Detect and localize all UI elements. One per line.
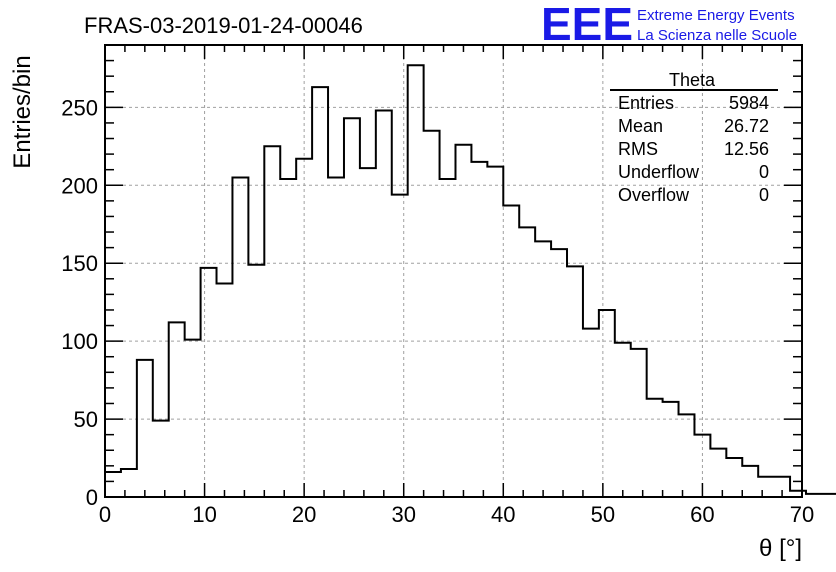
y-axis-label: Entries/bin — [9, 55, 36, 168]
histogram-bin — [296, 159, 312, 497]
histogram-bin — [408, 65, 424, 497]
stats-label: Overflow — [618, 185, 690, 205]
axis-ticks — [104, 44, 803, 498]
histogram-bin — [567, 266, 583, 497]
stats-row: Mean 26.72 — [618, 116, 769, 136]
histogram-bin — [344, 118, 360, 497]
stats-row: Underflow 0 — [618, 162, 769, 182]
histogram-bin — [631, 349, 647, 497]
histogram-bin — [264, 146, 280, 497]
stats-row: RMS 12.56 — [618, 139, 769, 159]
histogram-bin — [679, 414, 695, 497]
y-tick-label: 150 — [61, 251, 98, 276]
x-tick-label: 40 — [491, 502, 515, 527]
histogram-bin — [392, 195, 408, 497]
histogram-bin — [710, 449, 726, 497]
histogram-bin — [169, 322, 185, 497]
stats-label: Mean — [618, 116, 663, 136]
histogram-outline — [104, 64, 836, 497]
histogram-bin — [185, 340, 201, 497]
histogram-bin — [248, 265, 264, 497]
stats-title: Theta — [669, 70, 716, 90]
y-tick-label: 100 — [61, 329, 98, 354]
histogram-bin — [312, 87, 328, 497]
stats-value: 0 — [759, 185, 769, 205]
histogram-bin — [519, 227, 535, 497]
histogram-bin — [217, 283, 233, 497]
histogram-bin — [153, 421, 169, 497]
histogram-bin — [376, 110, 392, 497]
y-tick-label: 50 — [74, 407, 98, 432]
histogram-bin — [424, 131, 440, 497]
histogram-bin — [742, 466, 758, 497]
stats-box: Theta Entries 5984 Mean 26.72 RMS 12.56 … — [610, 70, 778, 205]
histogram-bin — [599, 310, 615, 497]
histogram-bin — [806, 494, 822, 497]
histogram-bin — [503, 206, 519, 497]
histogram-bin — [105, 472, 121, 497]
histogram-bin — [647, 399, 663, 497]
histogram-bin — [663, 402, 679, 497]
x-tick-label: 50 — [591, 502, 615, 527]
y-tick-label: 200 — [61, 173, 98, 198]
logo-line-1: Extreme Energy Events — [637, 7, 795, 24]
stats-label: Underflow — [618, 162, 700, 182]
histogram-series — [104, 64, 836, 497]
x-axis-label: θ [°] — [759, 535, 802, 562]
histogram-bin — [726, 458, 742, 497]
x-tick-label: 10 — [192, 502, 216, 527]
histogram-bin — [455, 145, 471, 497]
x-tick-label: 70 — [790, 502, 814, 527]
histogram-bin — [137, 360, 153, 497]
x-tick-label: 0 — [99, 502, 111, 527]
histogram-bin — [615, 343, 631, 497]
stats-row: Overflow 0 — [618, 185, 769, 205]
stats-value: 0 — [759, 162, 769, 182]
histogram-bin — [201, 268, 217, 497]
histogram-bin — [280, 179, 296, 497]
histogram-bin — [535, 241, 551, 497]
run-title: FRAS-03-2019-01-24-00046 — [84, 13, 363, 38]
stats-value: 5984 — [729, 93, 769, 113]
histogram-bin — [822, 494, 836, 497]
x-tick-label: 60 — [690, 502, 714, 527]
stats-row: Entries 5984 — [618, 93, 769, 113]
plot-frame — [104, 44, 803, 498]
histogram-bin — [121, 469, 137, 497]
stats-value: 12.56 — [724, 139, 769, 159]
x-tick-label: 20 — [292, 502, 316, 527]
x-tick-label: 30 — [391, 502, 415, 527]
histogram-bin — [758, 477, 774, 497]
histogram-bin — [440, 179, 456, 497]
histogram-bin — [551, 249, 567, 497]
logo-mark: EEE — [541, 0, 633, 50]
y-tick-label: 250 — [61, 95, 98, 120]
eee-logo: EEE Extreme Energy Events La Scienza nel… — [541, 0, 797, 50]
logo-line-2: La Scienza nelle Scuole — [637, 27, 797, 44]
histogram-bin — [232, 177, 248, 497]
stats-label: Entries — [618, 93, 674, 113]
tick-labels: 0 10 20 30 40 50 60 70 0 50 100 150 200 250 — [61, 95, 814, 527]
histogram-bin — [583, 329, 599, 497]
stats-value: 26.72 — [724, 116, 769, 136]
histogram-bin — [328, 177, 344, 497]
histogram-bin — [360, 168, 376, 497]
stats-label: RMS — [618, 139, 658, 159]
grid-lines — [105, 45, 802, 497]
y-tick-label: 0 — [86, 485, 98, 510]
histogram-bin — [471, 162, 487, 497]
histogram-bin — [487, 167, 503, 497]
